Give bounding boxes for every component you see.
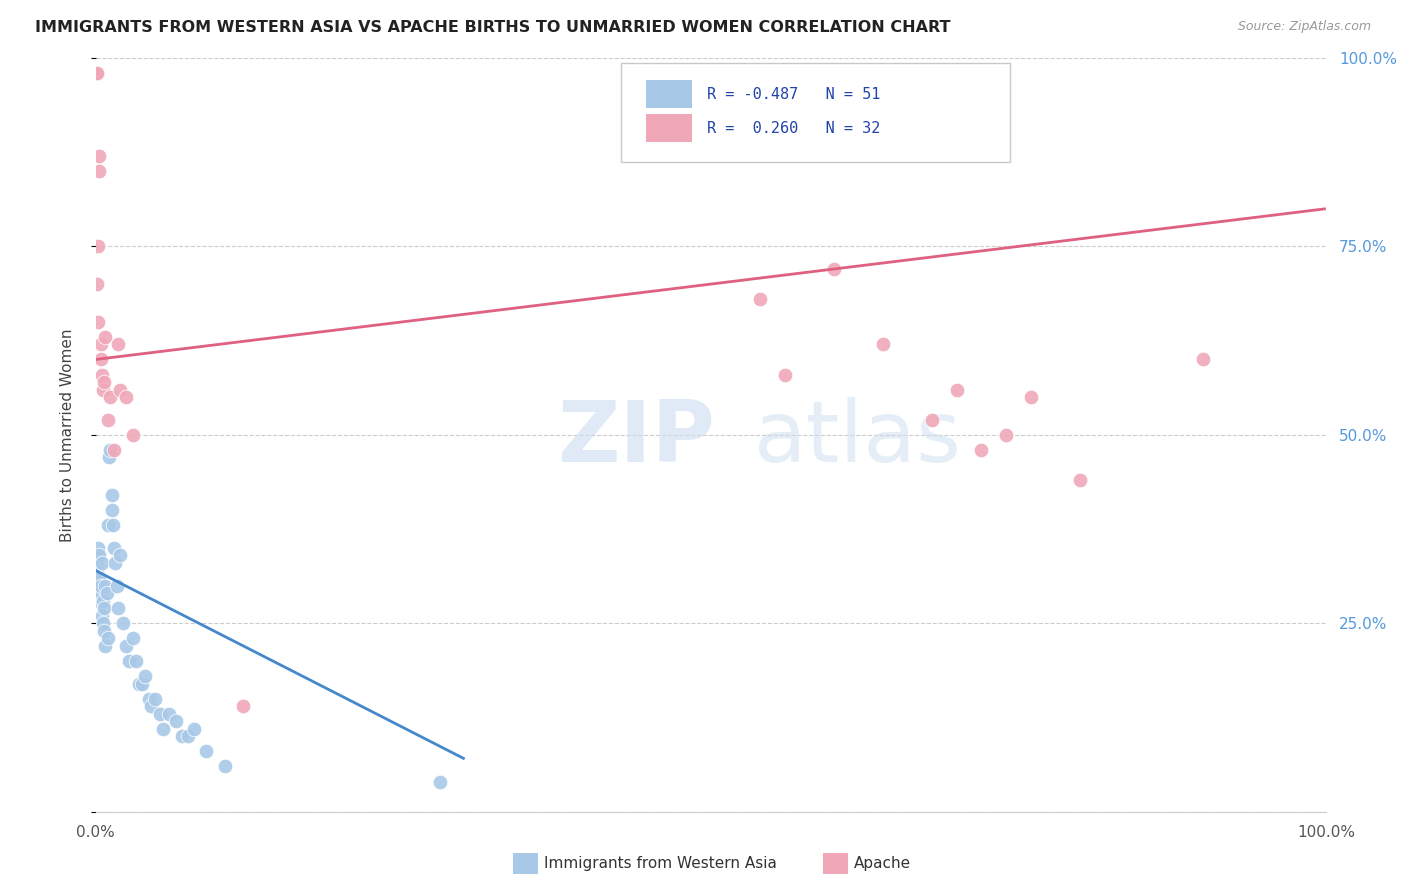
Text: ZIP: ZIP: [557, 397, 714, 480]
Point: [152, 722, 174, 736]
Text: atlas: atlas: [754, 397, 962, 480]
Point: [97, 413, 120, 427]
Point: [90, 586, 112, 600]
Point: [131, 676, 153, 690]
Point: [90, 556, 112, 570]
Point: [93, 601, 115, 615]
Point: [97, 632, 120, 646]
Point: [110, 383, 132, 397]
Point: [89, 593, 111, 607]
Point: [105, 579, 128, 593]
Point: [125, 654, 148, 668]
Point: [89, 549, 111, 563]
Point: [232, 699, 254, 714]
Point: [90, 608, 112, 623]
Point: [183, 722, 205, 736]
Point: [90, 352, 112, 367]
Point: [773, 368, 796, 382]
Point: [165, 714, 187, 729]
Point: [87, 541, 110, 555]
Point: [94, 330, 117, 344]
Point: [138, 691, 160, 706]
FancyBboxPatch shape: [621, 63, 1010, 162]
Point: [91, 593, 114, 607]
Point: [86, 66, 108, 80]
Point: [128, 676, 150, 690]
Point: [90, 337, 112, 351]
Point: [872, 337, 894, 351]
Point: [93, 624, 115, 638]
Point: [121, 428, 143, 442]
Point: [90, 368, 112, 382]
Point: [823, 262, 845, 277]
Point: [86, 564, 108, 578]
Point: [118, 654, 141, 668]
Point: [139, 699, 162, 714]
Point: [100, 488, 122, 502]
Text: R = -0.487   N = 51: R = -0.487 N = 51: [707, 87, 880, 102]
Point: [104, 556, 127, 570]
Point: [91, 616, 114, 631]
Point: [103, 541, 125, 555]
Point: [149, 706, 172, 721]
Point: [1019, 390, 1042, 404]
Point: [970, 442, 993, 457]
Point: [429, 774, 451, 789]
Text: R =  0.260   N = 32: R = 0.260 N = 32: [707, 120, 880, 136]
Point: [89, 571, 111, 585]
Point: [143, 691, 166, 706]
Point: [107, 337, 129, 351]
Point: [100, 503, 122, 517]
Point: [98, 450, 121, 465]
Point: [110, 549, 132, 563]
Point: [97, 518, 120, 533]
Point: [89, 164, 111, 178]
Point: [101, 518, 124, 533]
Point: [1069, 473, 1091, 487]
Point: [1192, 352, 1215, 367]
Point: [86, 277, 108, 292]
Point: [91, 383, 114, 397]
Text: Immigrants from Western Asia: Immigrants from Western Asia: [544, 856, 778, 871]
Point: [98, 442, 122, 457]
Point: [921, 413, 943, 427]
Point: [89, 149, 111, 163]
FancyBboxPatch shape: [645, 114, 692, 143]
Point: [946, 383, 969, 397]
Point: [87, 239, 110, 253]
Point: [159, 706, 181, 721]
Text: Apache: Apache: [853, 856, 911, 871]
Point: [115, 639, 138, 653]
Point: [90, 579, 112, 593]
Text: Source: ZipAtlas.com: Source: ZipAtlas.com: [1237, 20, 1371, 33]
Point: [995, 428, 1018, 442]
Point: [86, 66, 108, 80]
Point: [134, 669, 156, 683]
Point: [94, 579, 117, 593]
Y-axis label: Births to Unmarried Women: Births to Unmarried Women: [60, 328, 75, 541]
FancyBboxPatch shape: [645, 80, 692, 109]
Point: [107, 601, 129, 615]
Point: [87, 315, 110, 329]
Text: IMMIGRANTS FROM WESTERN ASIA VS APACHE BIRTHS TO UNMARRIED WOMEN CORRELATION CHA: IMMIGRANTS FROM WESTERN ASIA VS APACHE B…: [35, 20, 950, 35]
Point: [749, 292, 772, 306]
Point: [96, 586, 118, 600]
Point: [103, 442, 125, 457]
Point: [170, 730, 193, 744]
Point: [121, 632, 143, 646]
Point: [214, 759, 236, 773]
Point: [195, 744, 218, 758]
Point: [115, 390, 138, 404]
Point: [94, 639, 117, 653]
Point: [111, 616, 134, 631]
Point: [177, 730, 200, 744]
Point: [93, 375, 115, 389]
Point: [87, 579, 110, 593]
Point: [86, 556, 108, 570]
Point: [98, 390, 122, 404]
